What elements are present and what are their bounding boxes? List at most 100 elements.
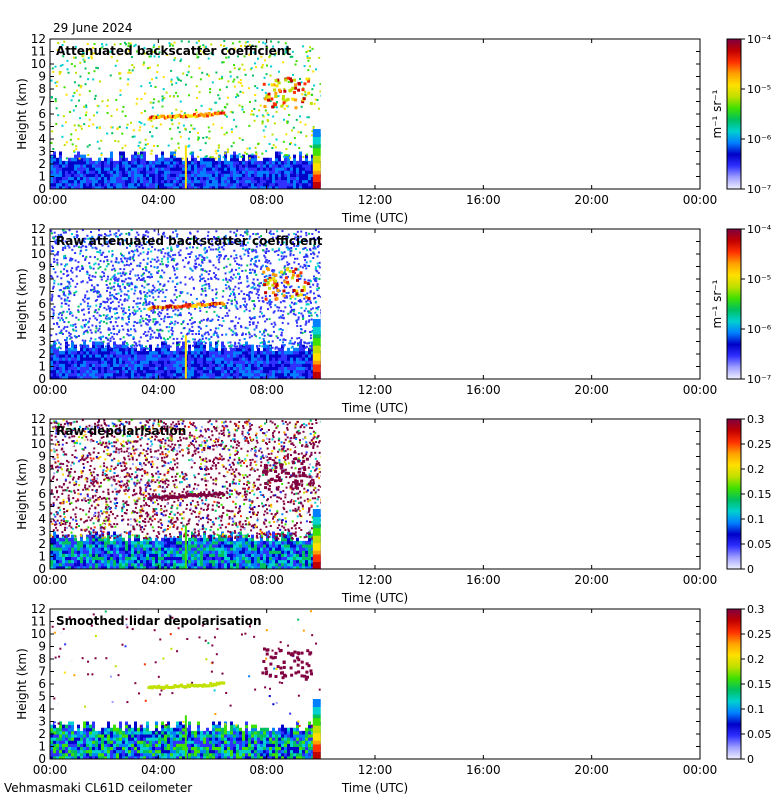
y-tick-label: 9 [38, 640, 46, 654]
y-tick-label: 12 [31, 602, 46, 616]
colorbar: 10⁻⁷ 10⁻⁶ 10⁻⁵ 10⁻⁴ m⁻¹ sr⁻¹ [710, 223, 772, 386]
y-tick-label: 6 [38, 487, 46, 501]
x-axis-label: Time (UTC) [341, 211, 408, 225]
colorbar: 0 0.05 0.1 0.15 0.2 0.25 0.3 [726, 603, 772, 766]
x-tick-label: 08:00 [249, 763, 284, 777]
y-tick-label: 3 [38, 145, 46, 159]
y-tick-label: 10 [31, 57, 46, 71]
y-tick-label: 4 [38, 132, 46, 146]
x-tick-label: 00:00 [683, 383, 718, 397]
x-tick-label: 04:00 [141, 763, 176, 777]
y-tick-label: 1 [38, 360, 46, 374]
y-tick-label: 8 [38, 462, 46, 476]
colorbar-label: m⁻¹ sr⁻¹ [710, 279, 724, 328]
colorbar-tick-label: 0.15 [747, 488, 772, 501]
y-axis-label: Height (km) [15, 648, 29, 719]
x-axis-label: Time (UTC) [341, 591, 408, 605]
y-tick-label: 1 [38, 740, 46, 754]
y-tick-label: 1 [38, 170, 46, 184]
panel-title: Raw attenuated backscatter coefficient [56, 234, 323, 248]
x-tick-label: 00:00 [33, 763, 68, 777]
colorbar-tick-label: 0.05 [747, 538, 772, 551]
y-tick-label: 11 [31, 425, 46, 439]
colorbar-label: m⁻¹ sr⁻¹ [710, 89, 724, 138]
colorbar-tick-label: 0.25 [747, 628, 772, 641]
y-tick-label: 10 [31, 247, 46, 261]
y-tick-label: 2 [38, 727, 46, 741]
x-tick-label: 00:00 [33, 573, 68, 587]
x-tick-label: 20:00 [574, 193, 609, 207]
y-axis-label: Height (km) [15, 78, 29, 149]
y-tick-label: 0 [38, 562, 46, 576]
x-tick-label: 08:00 [249, 383, 284, 397]
x-tick-label: 00:00 [683, 193, 718, 207]
x-tick-label: 20:00 [574, 763, 609, 777]
panel-title: Raw depolarisation [56, 424, 186, 438]
y-tick-label: 1 [38, 550, 46, 564]
y-axis-label: Height (km) [15, 268, 29, 339]
colorbar-gradient [726, 608, 742, 760]
y-tick-label: 2 [38, 347, 46, 361]
colorbar-tick-label: 10⁻⁷ [747, 373, 771, 386]
colorbar-tick-label: 0.1 [747, 703, 765, 716]
x-tick-label: 00:00 [33, 383, 68, 397]
y-tick-label: 7 [38, 665, 46, 679]
colorbar: 0 0.05 0.1 0.15 0.2 0.25 0.3 [726, 413, 772, 576]
y-tick-label: 12 [31, 222, 46, 236]
heatmap-cells [50, 40, 321, 189]
colorbar-tick-label: 0.2 [747, 463, 765, 476]
x-tick-label: 16:00 [466, 193, 501, 207]
y-tick-label: 6 [38, 297, 46, 311]
colorbar-gradient [726, 38, 742, 190]
y-tick-label: 5 [38, 500, 46, 514]
date-label: 29 June 2024 [53, 21, 133, 35]
x-tick-label: 04:00 [141, 573, 176, 587]
x-tick-label: 16:00 [466, 573, 501, 587]
y-tick-label: 9 [38, 70, 46, 84]
colorbar-tick-label: 10⁻⁷ [747, 183, 771, 196]
y-tick-label: 12 [31, 412, 46, 426]
colorbar-tick-label: 0.2 [747, 653, 765, 666]
colorbar-gradient [726, 418, 742, 570]
y-tick-label: 4 [38, 702, 46, 716]
y-tick-label: 3 [38, 525, 46, 539]
y-tick-label: 8 [38, 82, 46, 96]
x-tick-label: 00:00 [683, 573, 718, 587]
y-tick-label: 5 [38, 310, 46, 324]
colorbar-tick-label: 0.25 [747, 438, 772, 451]
colorbar: 10⁻⁷ 10⁻⁶ 10⁻⁵ 10⁻⁴ m⁻¹ sr⁻¹ [710, 33, 772, 196]
y-axis-label: Height (km) [15, 458, 29, 529]
x-tick-label: 20:00 [574, 573, 609, 587]
y-tick-label: 0 [38, 372, 46, 386]
x-tick-label: 12:00 [358, 383, 393, 397]
x-tick-label: 08:00 [249, 573, 284, 587]
x-tick-label: 16:00 [466, 383, 501, 397]
x-tick-label: 04:00 [141, 383, 176, 397]
colorbar-tick-label: 0.3 [747, 413, 765, 426]
colorbar-gradient [726, 228, 742, 380]
y-tick-label: 11 [31, 235, 46, 249]
y-tick-label: 11 [31, 45, 46, 59]
x-tick-label: 08:00 [249, 193, 284, 207]
y-tick-label: 7 [38, 285, 46, 299]
y-tick-label: 9 [38, 260, 46, 274]
x-tick-label: 12:00 [358, 193, 393, 207]
colorbar-tick-label: 10⁻⁵ [747, 83, 771, 96]
x-tick-label: 00:00 [33, 193, 68, 207]
y-tick-label: 8 [38, 272, 46, 286]
panel-title: Smoothed lidar depolarisation [56, 614, 262, 628]
colorbar-tick-label: 0.1 [747, 513, 765, 526]
colorbar-tick-label: 0.05 [747, 728, 772, 741]
y-tick-label: 6 [38, 107, 46, 121]
y-tick-label: 12 [31, 32, 46, 46]
y-tick-label: 7 [38, 475, 46, 489]
x-tick-label: 12:00 [358, 573, 393, 587]
x-tick-label: 00:00 [683, 763, 718, 777]
colorbar-tick-label: 0.3 [747, 603, 765, 616]
x-axis-label: Time (UTC) [341, 401, 408, 415]
panel-title: Attenuated backscatter coefficient [56, 44, 291, 58]
